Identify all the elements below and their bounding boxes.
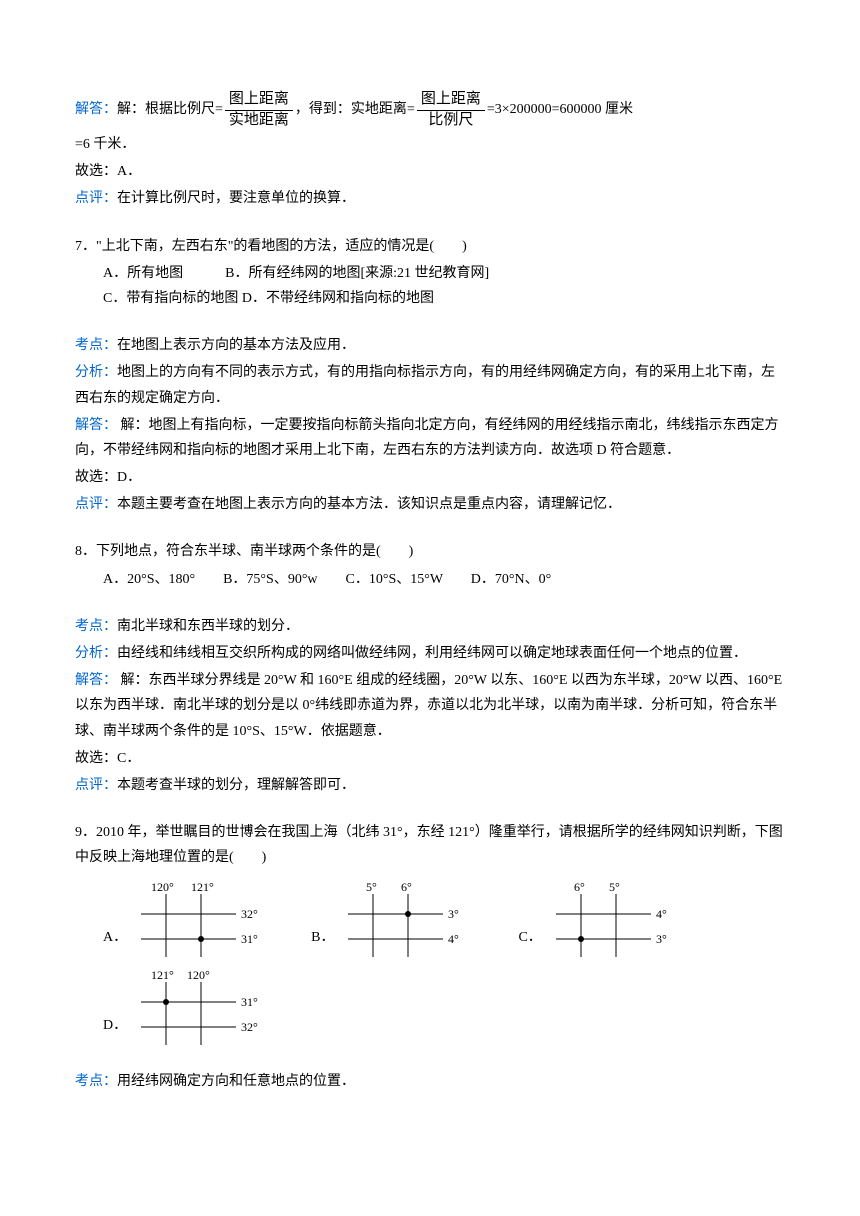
numerator: 图上距离 [225, 90, 293, 111]
comment-text: 本题主要考查在地图上表示方向的基本方法．该知识点是重点内容，请理解记忆． [117, 497, 621, 512]
answer-label: 解答： [75, 97, 117, 122]
svg-text:5°: 5° [609, 880, 620, 894]
svg-text:4°: 4° [448, 932, 459, 946]
grid-c-icon: 6° 5° 4° 3° [546, 879, 686, 959]
analysis-text: 由经线和纬线相互交织所构成的网络叫做经纬网，利用经纬网可以确定地球表面任何一个地… [117, 646, 747, 661]
svg-text:3°: 3° [656, 932, 667, 946]
topic-label: 考点： [75, 619, 117, 634]
svg-text:31°: 31° [241, 932, 258, 946]
svg-text:5°: 5° [366, 880, 377, 894]
grid-b-icon: 5° 6° 3° 4° [338, 879, 478, 959]
diagram-label-a: A． [103, 925, 127, 958]
q6-answer-block: 解答： 解：根据比例尺= 图上距离 实地距离 ，得到：实地距离= 图上距离 比例… [75, 90, 785, 212]
q9-solution: 考点：用经纬网确定方向和任意地点的位置． [75, 1069, 785, 1094]
svg-text:6°: 6° [574, 880, 585, 894]
answer-label: 解答： [75, 673, 117, 688]
q8-comment: 点评：本题考查半球的划分，理解解答即可． [75, 773, 785, 798]
topic-label: 考点： [75, 338, 117, 353]
numerator: 图上距离 [417, 90, 485, 111]
answer-label: 解答： [75, 418, 117, 433]
question-9: 9．2010 年，举世瞩目的世博会在我国上海（北纬 31°，东经 121°）隆重… [75, 820, 785, 1046]
q9-diagrams-row1: A． 120° 121° 32° 31° B． 5° [75, 879, 785, 959]
option-a: A．所有地图 [103, 266, 183, 281]
topic-label: 考点： [75, 1074, 117, 1089]
fraction-1: 图上距离 实地距离 [225, 90, 293, 130]
text: ，得到：实地距离= [295, 97, 415, 122]
svg-text:32°: 32° [241, 907, 258, 921]
diagram-d: D． 121° 120° 31° 32° [103, 967, 271, 1047]
grid-d-icon: 121° 120° 31° 32° [131, 967, 271, 1047]
q7-analysis: 分析：地图上的方向有不同的表示方式，有的用指向标指示方向，有的用经纬网确定方向，… [75, 360, 785, 410]
question-7: 7．"上北下南，左西右东"的看地图的方法，适应的情况是( ) A．所有地图 B．… [75, 234, 785, 312]
diagram-label-d: D． [103, 1013, 127, 1046]
answer-text: 解：地图上有指向标，一定要按指向标箭头指向北定方向，有经纬网的用经线指示南北，纬… [75, 418, 779, 458]
q7-comment: 点评：本题主要考查在地图上表示方向的基本方法．该知识点是重点内容，请理解记忆． [75, 492, 785, 517]
q6-answer-line1: 解答： 解：根据比例尺= 图上距离 实地距离 ，得到：实地距离= 图上距离 比例… [75, 90, 785, 130]
svg-text:6°: 6° [401, 880, 412, 894]
diagram-a: A． 120° 121° 32° 31° [103, 879, 271, 959]
analysis-label: 分析： [75, 365, 117, 380]
comment-label: 点评： [75, 191, 117, 206]
answer-text: 解：东西半球分界线是 20°W 和 160°E 组成的经线圈，20°W 以东、1… [75, 673, 782, 738]
q9-diagrams-row2: D． 121° 120° 31° 32° [75, 967, 785, 1047]
option-b: B．所有经纬网的地图[来源:21 世纪教育网] [225, 266, 489, 281]
option-cd: C．带有指向标的地图 D．不带经纬网和指向标的地图 [103, 286, 785, 311]
denominator: 比例尺 [424, 111, 477, 131]
q8-options: A．20°S、180° B．75°S、90°w C．10°S、15°W D．70… [75, 567, 785, 592]
q7-topic: 考点：在地图上表示方向的基本方法及应用． [75, 333, 785, 358]
q8-topic: 考点：南北半球和东西半球的划分． [75, 614, 785, 639]
q7-options: A．所有地图 B．所有经纬网的地图[来源:21 世纪教育网] C．带有指向标的地… [75, 261, 785, 311]
topic-text: 南北半球和东西半球的划分． [117, 619, 299, 634]
q7-answer: 解答： 解：地图上有指向标，一定要按指向标箭头指向北定方向，有经纬网的用经线指示… [75, 413, 785, 463]
diagram-c: C． 6° 5° 4° 3° [518, 879, 685, 959]
comment-label: 点评： [75, 497, 117, 512]
q8-choice: 故选：C． [75, 746, 785, 771]
svg-text:121°: 121° [191, 880, 214, 894]
topic-text: 用经纬网确定方向和任意地点的位置． [117, 1074, 355, 1089]
grid-a-icon: 120° 121° 32° 31° [131, 879, 271, 959]
svg-text:4°: 4° [656, 907, 667, 921]
q7-choice: 故选：D． [75, 465, 785, 490]
question-8: 8．下列地点，符合东半球、南半球两个条件的是( ) A．20°S、180° B．… [75, 539, 785, 591]
comment-text: 在计算比例尺时，要注意单位的换算． [117, 191, 355, 206]
fraction-2: 图上距离 比例尺 [417, 90, 485, 130]
comment-text: 本题考查半球的划分，理解解答即可． [117, 778, 355, 793]
diagram-label-b: B． [311, 925, 334, 958]
q7-solution: 考点：在地图上表示方向的基本方法及应用． 分析：地图上的方向有不同的表示方式，有… [75, 333, 785, 517]
q9-stem: 9．2010 年，举世瞩目的世博会在我国上海（北纬 31°，东经 121°）隆重… [75, 820, 785, 870]
diagram-label-c: C． [518, 925, 541, 958]
svg-text:32°: 32° [241, 1020, 258, 1034]
q7-stem: 7．"上北下南，左西右东"的看地图的方法，适应的情况是( ) [75, 234, 785, 259]
svg-text:121°: 121° [151, 968, 174, 982]
analysis-label: 分析： [75, 646, 117, 661]
q8-analysis: 分析：由经线和纬线相互交织所构成的网络叫做经纬网，利用经纬网可以确定地球表面任何… [75, 641, 785, 666]
text: =3×200000=600000 厘米 [487, 97, 633, 122]
svg-text:31°: 31° [241, 995, 258, 1009]
analysis-text: 地图上的方向有不同的表示方式，有的用指向标指示方向，有的用经纬网确定方向，有的采… [75, 365, 775, 405]
q6-answer-line2: =6 千米． [75, 132, 785, 157]
topic-text: 在地图上表示方向的基本方法及应用． [117, 338, 355, 353]
comment-label: 点评： [75, 778, 117, 793]
q6-comment: 点评：在计算比例尺时，要注意单位的换算． [75, 186, 785, 211]
svg-text:120°: 120° [187, 968, 210, 982]
text: 解：根据比例尺= [117, 97, 223, 122]
denominator: 实地距离 [225, 111, 293, 131]
q6-choice: 故选：A． [75, 159, 785, 184]
q8-solution: 考点：南北半球和东西半球的划分． 分析：由经线和纬线相互交织所构成的网络叫做经纬… [75, 614, 785, 798]
q9-topic: 考点：用经纬网确定方向和任意地点的位置． [75, 1069, 785, 1094]
svg-text:3°: 3° [448, 907, 459, 921]
q8-stem: 8．下列地点，符合东半球、南半球两个条件的是( ) [75, 539, 785, 564]
diagram-b: B． 5° 6° 3° 4° [311, 879, 478, 959]
svg-text:120°: 120° [151, 880, 174, 894]
q8-answer: 解答： 解：东西半球分界线是 20°W 和 160°E 组成的经线圈，20°W … [75, 668, 785, 744]
